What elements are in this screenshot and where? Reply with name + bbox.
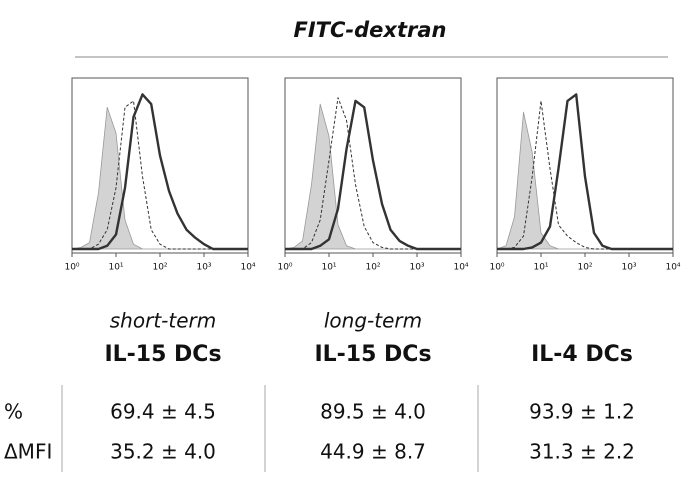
- group-name: IL-15 DCs: [314, 342, 431, 367]
- x-tick-label: 10¹: [108, 263, 123, 273]
- histogram-curve: [72, 93, 248, 251]
- group-name: IL-4 DCs: [531, 342, 633, 367]
- figure-title: FITC-dextran: [294, 18, 447, 42]
- histogram-curve: [71, 106, 249, 250]
- x-tick-label: 10³: [409, 263, 424, 273]
- x-tick-label: 10⁰: [489, 263, 504, 273]
- x-tick-label: 10⁰: [277, 263, 292, 273]
- table-cell: 93.9 ± 1.2: [529, 400, 635, 424]
- table-cell: 69.4 ± 4.5: [110, 400, 216, 424]
- row-label: ΔMFI: [4, 440, 52, 464]
- x-tick-label: 10²: [577, 263, 592, 273]
- table-cell: 31.3 ± 2.2: [529, 440, 635, 464]
- group-name: IL-15 DCs: [104, 342, 221, 367]
- x-tick-label: 10⁴: [240, 263, 255, 273]
- histogram-curve: [284, 103, 462, 250]
- x-tick-label: 10⁰: [64, 263, 79, 273]
- group-subtitle: long-term: [324, 309, 422, 333]
- x-tick-label: 10²: [152, 263, 167, 273]
- x-tick-label: 10¹: [321, 263, 336, 273]
- x-tick-label: 10³: [621, 263, 636, 273]
- x-tick-label: 10⁴: [453, 263, 468, 273]
- group-subtitle: short-term: [110, 309, 216, 333]
- table-cell: 35.2 ± 4.0: [110, 440, 216, 464]
- histogram-curve: [497, 93, 673, 251]
- histogram-curve: [285, 99, 461, 251]
- x-tick-label: 10⁴: [665, 263, 680, 273]
- x-tick-label: 10¹: [533, 263, 548, 273]
- x-tick-label: 10³: [196, 263, 211, 273]
- x-tick-label: 10²: [365, 263, 380, 273]
- row-label: %: [4, 400, 23, 424]
- table-cell: 89.5 ± 4.0: [320, 400, 426, 424]
- table-cell: 44.9 ± 8.7: [320, 440, 426, 464]
